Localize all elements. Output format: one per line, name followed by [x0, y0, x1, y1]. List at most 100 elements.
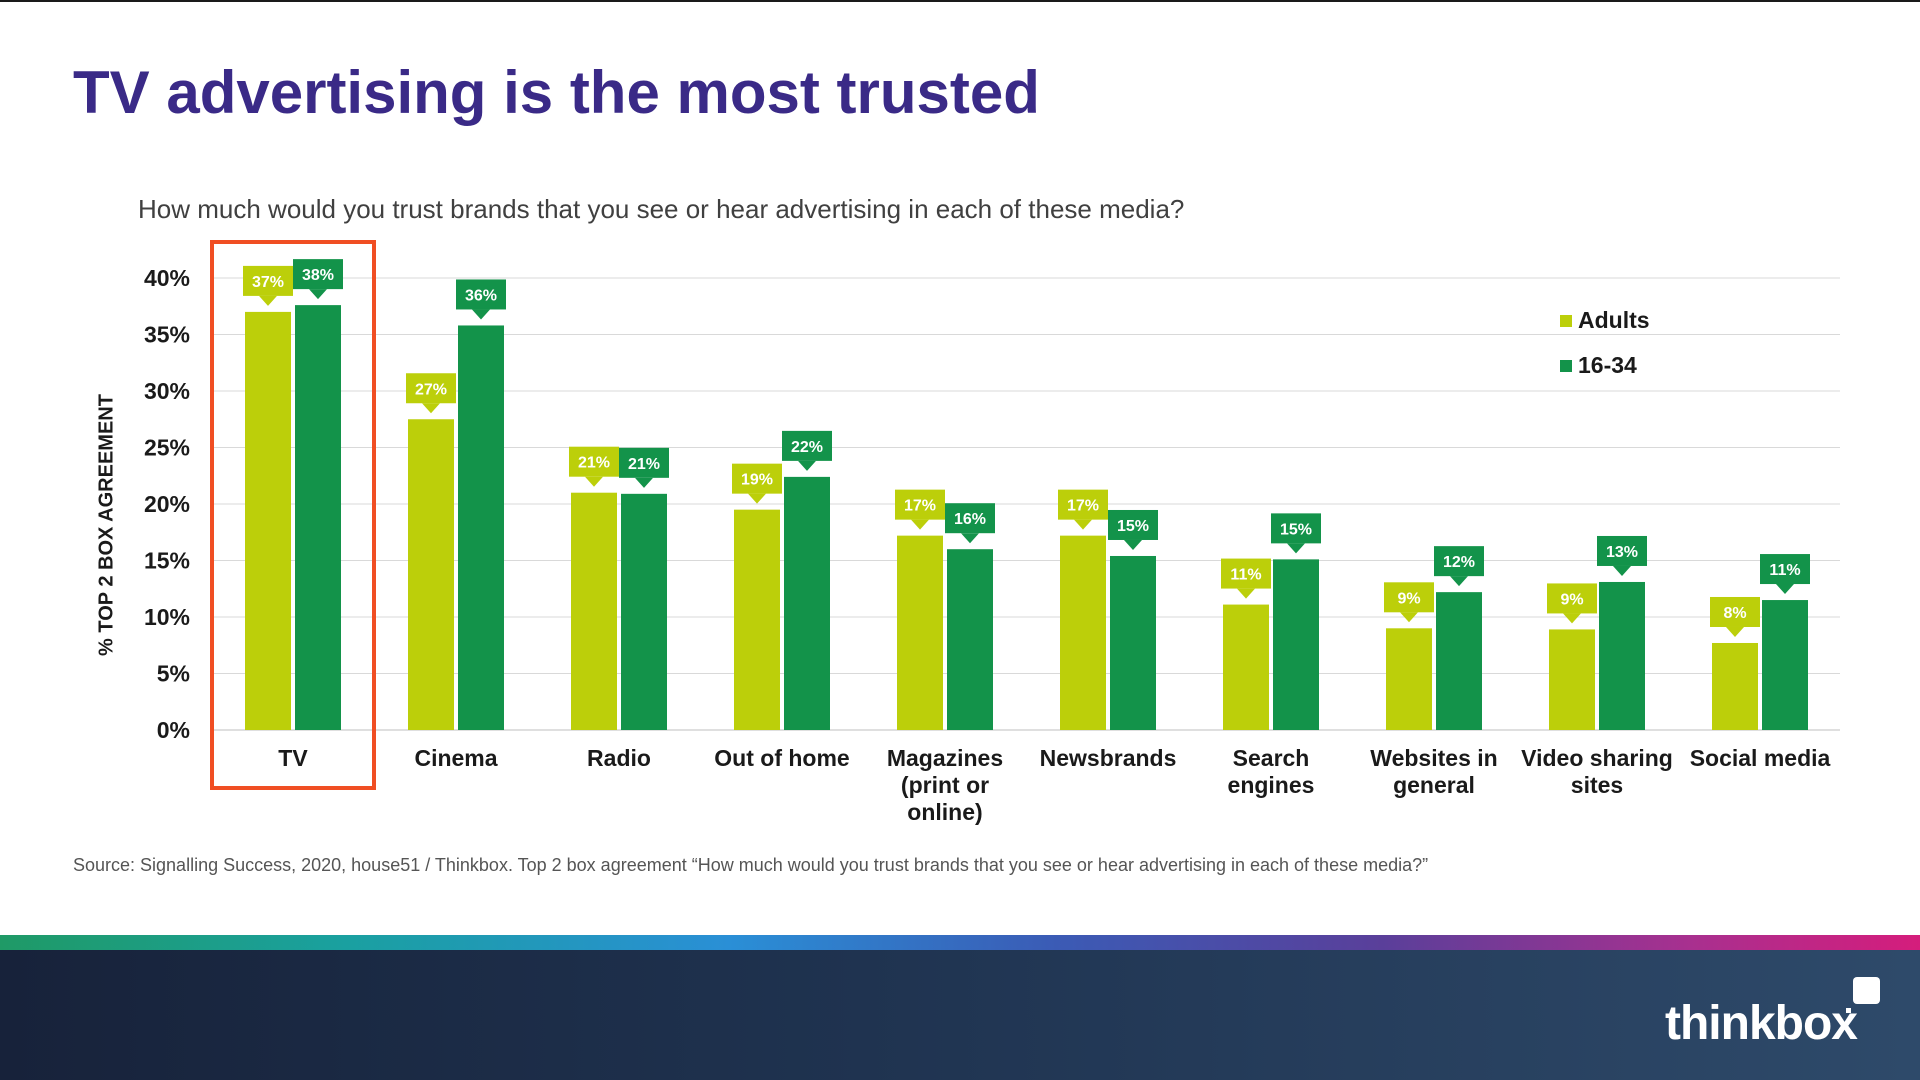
data-label-adults: 21% — [569, 446, 619, 487]
data-label-text: 16% — [954, 511, 986, 528]
y-tick-label: 20% — [144, 491, 190, 517]
data-label-16-34: 15% — [1108, 509, 1158, 550]
data-label-adults: 9% — [1547, 583, 1597, 624]
data-label-box — [1710, 596, 1760, 627]
data-label-text: 11% — [1769, 562, 1800, 579]
data-label-box — [945, 503, 995, 534]
data-label-text: 17% — [1067, 498, 1099, 515]
data-label-pointer — [422, 403, 440, 414]
x-tick-label-line: Video sharing — [1521, 745, 1673, 771]
data-label-text: 11% — [1230, 567, 1261, 584]
x-tick-label-line: Newsbrands — [1040, 745, 1177, 771]
data-label-adults: 17% — [895, 489, 945, 530]
data-label-box — [732, 463, 782, 494]
data-label-adults: 17% — [1058, 489, 1108, 530]
data-label-text: 9% — [1397, 590, 1420, 607]
data-label-pointer — [1776, 584, 1794, 595]
data-label-pointer — [1287, 543, 1305, 554]
data-label-text: 12% — [1443, 554, 1475, 571]
x-tick-label: Magazines (print or online) — [887, 745, 1003, 825]
bar-adults — [571, 492, 617, 730]
brand-logo-text: thinkbox — [1665, 997, 1858, 1050]
data-label-pointer — [1400, 612, 1418, 623]
data-label-16-34: 12% — [1434, 546, 1484, 587]
data-label-16-34: 22% — [782, 430, 832, 471]
x-tick-label-line: sites — [1571, 772, 1623, 798]
legend-swatch-adults — [1560, 314, 1572, 327]
data-label-adults: 11% — [1221, 558, 1271, 599]
x-axis-labels: TV Cinema Radio Out of home Magazines (print … — [278, 745, 1830, 825]
data-label-box — [1271, 513, 1321, 544]
x-tick-label: TV — [278, 745, 308, 771]
data-label-text: 19% — [741, 472, 773, 489]
bar-16-34 — [1436, 592, 1482, 730]
data-label-box — [1221, 558, 1271, 589]
data-label-pointer — [1124, 539, 1142, 550]
data-label-adults: 19% — [732, 463, 782, 504]
y-tick-label: 40% — [144, 265, 190, 291]
legend-label-16-34: 16-34 — [1578, 352, 1637, 378]
data-label-adults: 9% — [1384, 582, 1434, 623]
x-tick-label-line: engines — [1228, 772, 1315, 798]
x-tick-label: Out of home — [714, 745, 849, 771]
data-label-pointer — [309, 289, 327, 300]
data-label-box — [895, 489, 945, 520]
bar-16-34 — [947, 549, 993, 730]
data-label-16-34: 16% — [945, 503, 995, 544]
data-label-pointer — [1074, 519, 1092, 530]
data-label-pointer — [472, 309, 490, 320]
data-label-pointer — [911, 519, 929, 530]
data-label-text: 9% — [1560, 591, 1583, 608]
chart-question: How much would you trust brands that you… — [138, 194, 1185, 224]
y-tick-label: 5% — [157, 661, 190, 687]
data-label-text: 22% — [791, 439, 823, 456]
data-label-box — [243, 265, 293, 296]
y-tick-label: 15% — [144, 548, 190, 574]
bar-adults — [1386, 628, 1432, 730]
data-label-pointer — [585, 476, 603, 487]
x-tick-label: Video sharing sites — [1521, 745, 1673, 798]
data-label-text: 13% — [1606, 544, 1638, 561]
bar-adults — [1549, 629, 1595, 730]
bar-adults — [1060, 535, 1106, 730]
data-label-pointer — [961, 533, 979, 544]
bars — [245, 305, 1808, 730]
data-label-box — [1597, 535, 1647, 566]
bar-adults — [408, 419, 454, 730]
x-tick-label-line: TV — [278, 745, 308, 771]
data-label-pointer — [1563, 613, 1581, 624]
x-tick-label-line: Radio — [587, 745, 651, 771]
source-note: Source: Signalling Success, 2020, house5… — [73, 855, 1429, 875]
bar-adults — [245, 311, 291, 730]
data-label-box — [406, 373, 456, 404]
data-label-16-34: 11% — [1760, 554, 1810, 595]
data-label-adults: 37% — [243, 265, 293, 306]
data-label-pointer — [1726, 626, 1744, 637]
data-label-box — [1108, 509, 1158, 540]
brand-logo-square-icon — [1853, 977, 1880, 1004]
x-tick-label-line: online) — [907, 799, 982, 825]
y-tick-label: 10% — [144, 604, 190, 630]
data-label-pointer — [1450, 576, 1468, 587]
data-label-box — [293, 259, 343, 290]
data-label-box — [456, 279, 506, 310]
legend-item-16-34: 16-34 — [1560, 343, 1650, 388]
x-tick-label-line: Search — [1233, 745, 1310, 771]
data-label-box — [1384, 582, 1434, 613]
data-label-box — [1547, 583, 1597, 614]
x-tick-label: Search engines — [1228, 745, 1315, 798]
x-tick-label: Radio — [587, 745, 651, 771]
bar-adults — [897, 535, 943, 730]
footer-gradient-strip — [0, 935, 1920, 950]
y-axis-ticks: 0% 5% 10% 15% 20% 25% 30% 35% 40% — [144, 265, 190, 743]
data-label-text: 27% — [415, 381, 447, 398]
y-tick-label: 25% — [144, 435, 190, 461]
x-tick-label: Cinema — [414, 745, 497, 771]
y-tick-label: 35% — [144, 322, 190, 348]
x-tick-label: Social media — [1690, 745, 1831, 771]
data-label-16-34: 36% — [456, 279, 506, 320]
legend-label-adults: Adults — [1578, 307, 1650, 333]
x-tick-label-line: Websites in — [1370, 745, 1497, 771]
tv-highlight-frame — [210, 240, 376, 790]
bar-adults — [734, 509, 780, 730]
